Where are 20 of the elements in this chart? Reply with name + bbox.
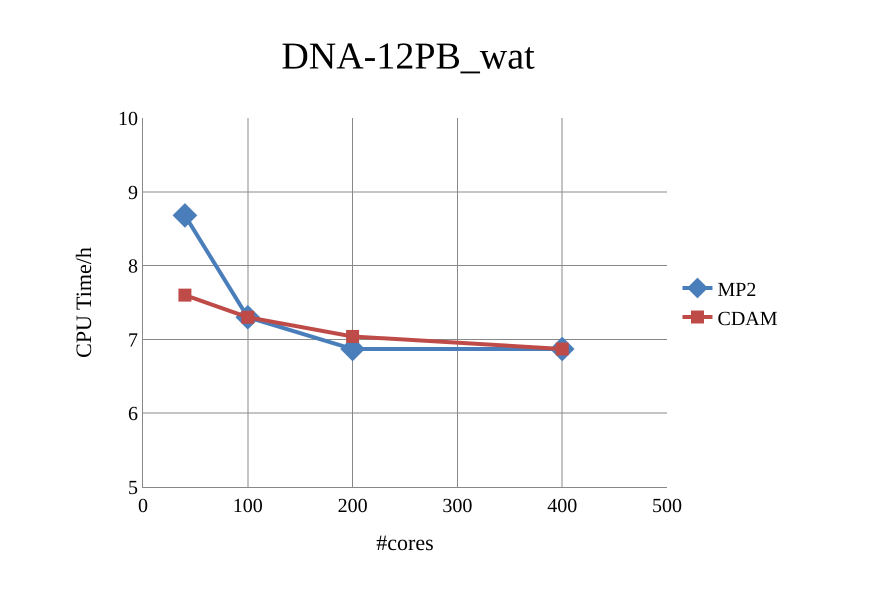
point — [178, 288, 192, 302]
x-tick-label: 400 — [547, 495, 578, 517]
y-tick-label: 6 — [128, 403, 138, 426]
y-axis-title: CPU Time/h — [70, 247, 96, 358]
legend-label: MP2 — [717, 278, 756, 301]
point — [172, 203, 198, 228]
x-tick-label: 200 — [338, 495, 368, 517]
y-tick-label: 8 — [128, 256, 138, 278]
y-tick-label: 5 — [128, 477, 138, 499]
legend-label: CDAM — [717, 308, 778, 330]
x-tick-label: 300 — [442, 495, 472, 517]
y-tick-label: 7 — [128, 329, 138, 352]
chart-title: DNA-12PB_wat — [281, 36, 536, 78]
x-axis-title: #cores — [376, 530, 434, 555]
y-tick-label: 9 — [128, 182, 138, 204]
point — [346, 330, 360, 343]
x-tick-label: 100 — [232, 495, 263, 517]
y-tick-label: 10 — [118, 108, 138, 130]
x-tick-label: 500 — [652, 495, 682, 517]
x-tick-label: 0 — [138, 495, 148, 517]
